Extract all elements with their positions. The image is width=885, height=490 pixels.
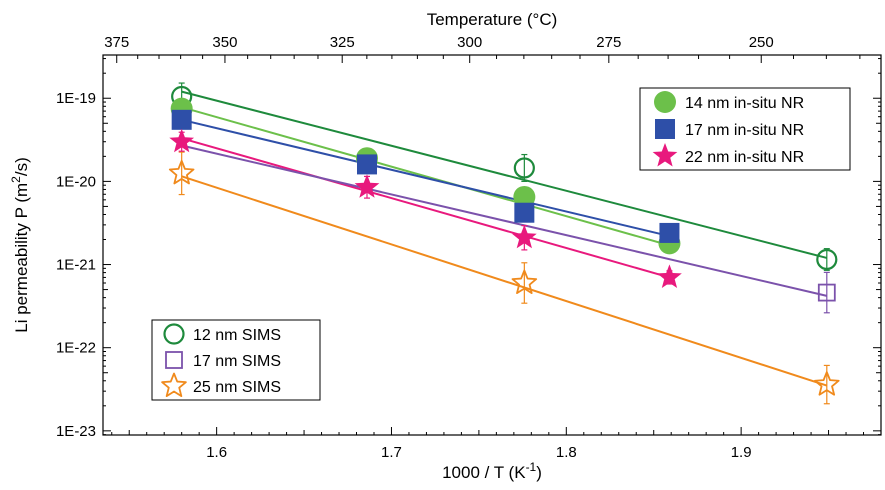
- x-tick-label: 1.6: [206, 444, 227, 461]
- top-tick-label: 250: [749, 34, 774, 51]
- x-axis-title-sup: -1: [526, 460, 537, 474]
- legend-marker-5: [161, 372, 187, 398]
- y-tick-label: 1E-19: [56, 90, 96, 107]
- fit-line-5: [181, 175, 828, 387]
- data-point-5: [168, 159, 195, 185]
- data-point-1: [659, 222, 680, 243]
- data-point-4: [817, 283, 836, 302]
- plot-frame: [102, 54, 882, 436]
- fit-line-2: [181, 137, 670, 279]
- y-tick-label: 1E-22: [56, 340, 96, 357]
- data-point-1: [514, 202, 535, 223]
- legend-label-4: 17 nm SIMS: [193, 353, 281, 370]
- data-point-0: [513, 185, 536, 208]
- y-axis-title-sup: 2: [9, 176, 23, 183]
- legend-label-5: 25 nm SIMS: [193, 379, 281, 396]
- data-point-5: [511, 269, 538, 294]
- x-axis-title: 1000 / T (K-1): [442, 460, 542, 482]
- fit-line-3: [181, 90, 828, 259]
- legend-label-1: 17 nm in-situ NR: [685, 122, 804, 139]
- x-axis-title-end: ): [536, 463, 542, 482]
- top-tick-label: 275: [596, 34, 621, 51]
- legend-label-2: 22 nm in-situ NR: [685, 149, 804, 166]
- fit-lines: [181, 90, 828, 387]
- fit-line-1: [181, 118, 670, 238]
- legend-marker-1: [655, 119, 675, 139]
- data-point-1: [356, 154, 377, 175]
- top-axis-title: Temperature (°C): [427, 10, 558, 29]
- top-tick-label: 375: [104, 34, 129, 51]
- x-tick-label: 1.9: [731, 444, 752, 461]
- x-tick-label: 1.7: [381, 444, 402, 461]
- legend-label-3: 12 nm SIMS: [193, 327, 281, 344]
- fit-line-0: [181, 106, 670, 247]
- legend-marker-3: [163, 323, 185, 345]
- axes: 1.6 1.7 1.8 1.9 1E-19 1E-20 1E-21 1E-22 1E-23 375…: [56, 34, 881, 461]
- data-point-3: [816, 248, 838, 271]
- legend-sims: 12 nm SIMS 17 nm SIMS 25 nm SIMS: [161, 323, 281, 398]
- x-tick-label: 1.8: [556, 444, 577, 461]
- legend-nr: 14 nm in-situ NR 17 nm in-situ NR 22 nm in…: [652, 91, 804, 167]
- data-point-2: [511, 224, 537, 249]
- data-point-2: [354, 174, 380, 198]
- top-tick-label: 350: [212, 34, 237, 51]
- y-tick-label: 1E-23: [56, 423, 96, 440]
- legend-marker-0: [654, 91, 676, 113]
- top-tick-label: 325: [330, 34, 355, 51]
- data-point-5: [814, 371, 840, 396]
- legend-label-0: 14 nm in-situ NR: [685, 95, 804, 112]
- data-point-1: [171, 109, 192, 130]
- y-tick-label: 1E-21: [56, 257, 96, 274]
- data-point-3: [513, 157, 535, 179]
- data-point-2: [657, 264, 682, 288]
- legend-marker-2: [652, 143, 678, 167]
- data-point-2: [169, 128, 195, 153]
- y-tick-label: 1E-20: [56, 173, 96, 190]
- legend-marker-4: [165, 351, 183, 369]
- y-axis-title-end: /s): [12, 157, 31, 176]
- y-axis-title-main: Li permeability P (m: [12, 183, 31, 333]
- y-axis-title: Li permeability P (m2/s): [9, 157, 31, 332]
- data-points: [168, 82, 840, 405]
- fit-line-4: [181, 144, 828, 297]
- x-axis-title-main: 1000 / T (K: [442, 463, 526, 482]
- top-tick-label: 300: [457, 34, 482, 51]
